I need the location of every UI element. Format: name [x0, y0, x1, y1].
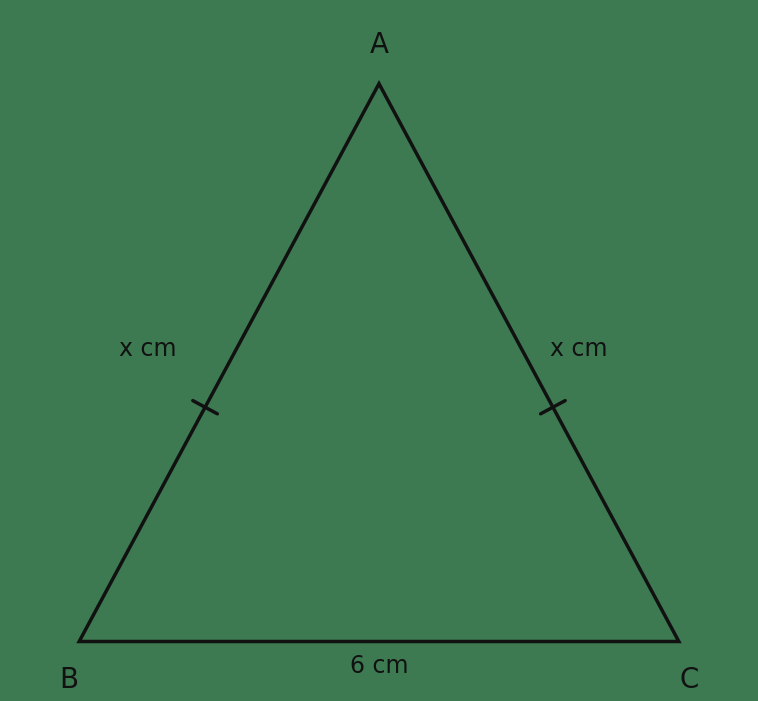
Text: A: A — [369, 32, 389, 60]
Polygon shape — [79, 83, 679, 641]
Text: B: B — [59, 666, 78, 694]
Text: x cm: x cm — [550, 336, 607, 360]
Text: x cm: x cm — [119, 336, 177, 360]
Text: 6 cm: 6 cm — [349, 655, 409, 679]
Text: C: C — [680, 666, 699, 694]
